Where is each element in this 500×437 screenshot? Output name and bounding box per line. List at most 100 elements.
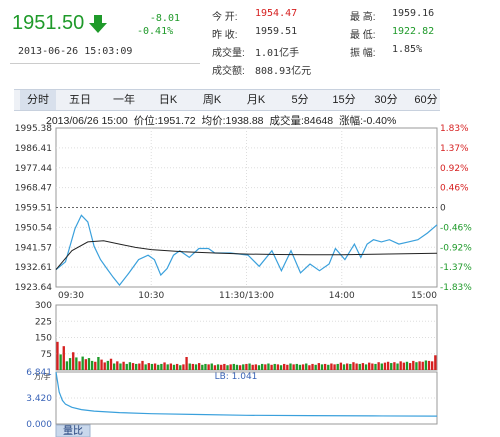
volume-bar <box>270 364 273 370</box>
volume-bar <box>141 360 144 370</box>
volume-bar <box>374 363 377 370</box>
volume-bar <box>418 361 421 370</box>
time-tick-label: 14:00 <box>329 291 355 301</box>
volume-bar <box>94 361 97 370</box>
volume-bar <box>380 363 383 370</box>
info-avg: 均价:1938.88 <box>201 115 264 127</box>
quote-datetime: 2013-06-26 15:03:09 <box>18 46 133 57</box>
volume-bar <box>185 357 188 370</box>
volume-bar <box>434 355 437 370</box>
volume-value: 1.01亿手 <box>255 48 300 59</box>
volume-bar <box>166 364 169 370</box>
volume-bar <box>412 360 415 370</box>
volume-bar <box>90 360 94 370</box>
header-divider <box>10 63 200 64</box>
volume-bar <box>135 363 138 370</box>
lb-tick-label: 6.841 <box>26 368 52 378</box>
low-value: 1922.82 <box>392 26 435 37</box>
volume-bar <box>238 365 242 370</box>
percent-tick-label: 0.92% <box>440 164 469 174</box>
volume-bar <box>377 362 380 370</box>
amplitude-label: 振 幅: <box>350 48 376 59</box>
volume-bar <box>188 363 191 370</box>
volume-bar <box>160 363 163 370</box>
volume-tick-label: 150 <box>35 334 52 344</box>
volume-bar <box>150 363 154 370</box>
percent-tick-label: 1.83% <box>440 124 469 134</box>
volume-bar <box>182 364 185 370</box>
high-label: 最 高: <box>350 12 376 23</box>
volume-bar <box>119 363 122 370</box>
volume-bar <box>257 365 261 370</box>
percent-tick-label: 0.46% <box>440 184 469 194</box>
volume-bar <box>390 363 393 370</box>
volume-bar <box>273 363 276 370</box>
volume-bar <box>399 361 402 370</box>
volume-bar <box>405 361 409 370</box>
percent-tick-label: -0.46% <box>440 223 472 233</box>
price-tick-label: 1968.47 <box>15 184 52 194</box>
volume-bar <box>314 364 317 370</box>
volume-bar <box>242 364 245 370</box>
volume-bar <box>424 360 428 370</box>
volume-bar <box>317 363 320 370</box>
tab-60min[interactable]: 60分 <box>414 94 438 106</box>
volume-bar <box>245 363 248 370</box>
prev-close-label: 昨 收: <box>212 30 238 41</box>
amplitude-value: 1.85% <box>392 44 423 55</box>
volume-bar <box>226 365 229 370</box>
volume-bar <box>128 362 132 370</box>
volume-bar <box>276 364 280 370</box>
volume-bar <box>72 352 75 370</box>
tab-5min[interactable]: 5分 <box>291 94 309 106</box>
tab-monthly-k[interactable]: 月K <box>246 94 266 106</box>
tab-daily-k[interactable]: 日K <box>158 94 178 106</box>
lb-series-line <box>55 371 438 417</box>
volume-bar <box>207 364 210 370</box>
tab-five-day[interactable]: 五日 <box>69 94 91 106</box>
tab-intraday[interactable]: 分时 <box>20 90 56 110</box>
volume-bar <box>415 362 418 370</box>
amount-value: 808.93亿元 <box>255 66 312 77</box>
tab-weekly-k[interactable]: 周K <box>202 94 222 106</box>
lb-legend: LB: 1.041 <box>215 372 258 382</box>
current-price: 1951.50 <box>12 12 85 34</box>
time-tick-label: 15:00 <box>411 291 437 301</box>
volume-bar <box>68 358 72 370</box>
volume-bar <box>301 364 305 370</box>
volume-bar <box>371 363 374 370</box>
volume-bar <box>386 361 390 370</box>
tab-30min[interactable]: 30分 <box>374 94 398 106</box>
volume-bar <box>292 364 295 370</box>
volume-bar <box>213 365 217 370</box>
volume-bar <box>368 362 371 370</box>
volume-bar <box>116 361 119 370</box>
volume-bar <box>308 365 311 370</box>
low-label: 最 低: <box>350 30 376 41</box>
volume-bar <box>172 364 176 370</box>
tab-one-year[interactable]: 一年 <box>113 94 135 106</box>
time-tick-label: 11:30/13:00 <box>219 291 274 301</box>
volume-bar <box>289 363 292 370</box>
period-tabs: 分时 五日 一年 日K 周K 月K 5分 15分 30分 60分 <box>14 89 440 111</box>
prev-close-value: 1959.51 <box>255 26 298 37</box>
info-change: 涨幅:-0.40% <box>339 115 397 127</box>
volume-bar <box>97 357 100 370</box>
percent-tick-label: 1.37% <box>440 144 469 154</box>
volume-bar <box>283 363 286 370</box>
volume-bar <box>431 361 434 370</box>
volume-bar <box>191 363 195 370</box>
volume-bar <box>251 364 254 370</box>
volume-bar <box>248 363 251 370</box>
volume-bar <box>106 360 110 370</box>
lb-tab-label: 量比 <box>63 425 83 437</box>
volume-bar <box>65 361 69 370</box>
tab-15min[interactable]: 15分 <box>332 94 356 106</box>
volume-bar <box>333 364 336 370</box>
volume-bar <box>427 360 431 370</box>
volume-unit-label: 万/手 <box>34 372 50 381</box>
volume-bar <box>264 364 267 370</box>
volume-bar <box>163 362 166 370</box>
volume-bar <box>311 363 314 370</box>
info-time: 2013/06/26 15:00 <box>46 115 128 127</box>
